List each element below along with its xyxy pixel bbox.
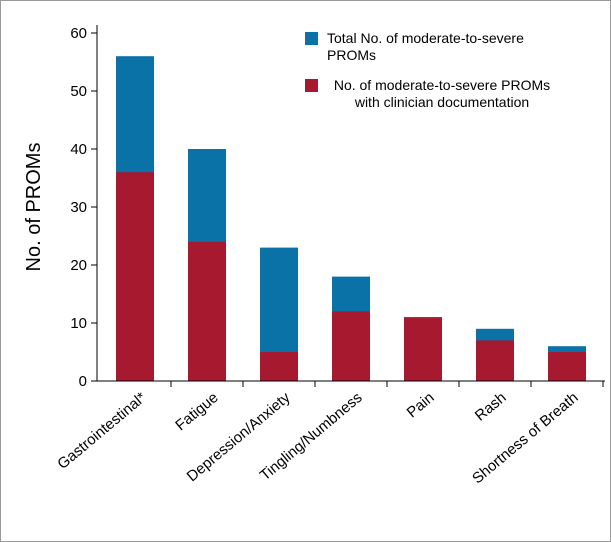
legend: Total No. of moderate-to-severe PROMs No.… [303,30,593,124]
y-tick-label: 40 [70,141,87,158]
y-axis-label: No. of PROMs [23,143,45,272]
legend-swatch [305,79,318,92]
bar [332,311,370,381]
legend-item: Total No. of moderate-to-severe PROMs [303,30,593,64]
legend-label: No. of moderate-to-severe PROMs with cli… [333,77,551,110]
bar [404,317,442,381]
bar [476,340,514,381]
bar [260,352,298,381]
bar [116,172,154,381]
y-tick-label: 60 [70,25,87,42]
legend-item: No. of moderate-to-severe PROMs with cli… [303,77,593,111]
y-tick-label: 0 [79,373,87,390]
y-tick-label: 50 [70,83,87,100]
y-tick-label: 20 [70,257,87,274]
y-tick-label: 30 [70,199,87,216]
legend-swatch [305,32,318,45]
legend-label: Total No. of moderate-to-severe PROMs [327,30,524,63]
y-tick-label: 10 [70,315,87,332]
bar [548,352,586,381]
bar [188,241,226,381]
